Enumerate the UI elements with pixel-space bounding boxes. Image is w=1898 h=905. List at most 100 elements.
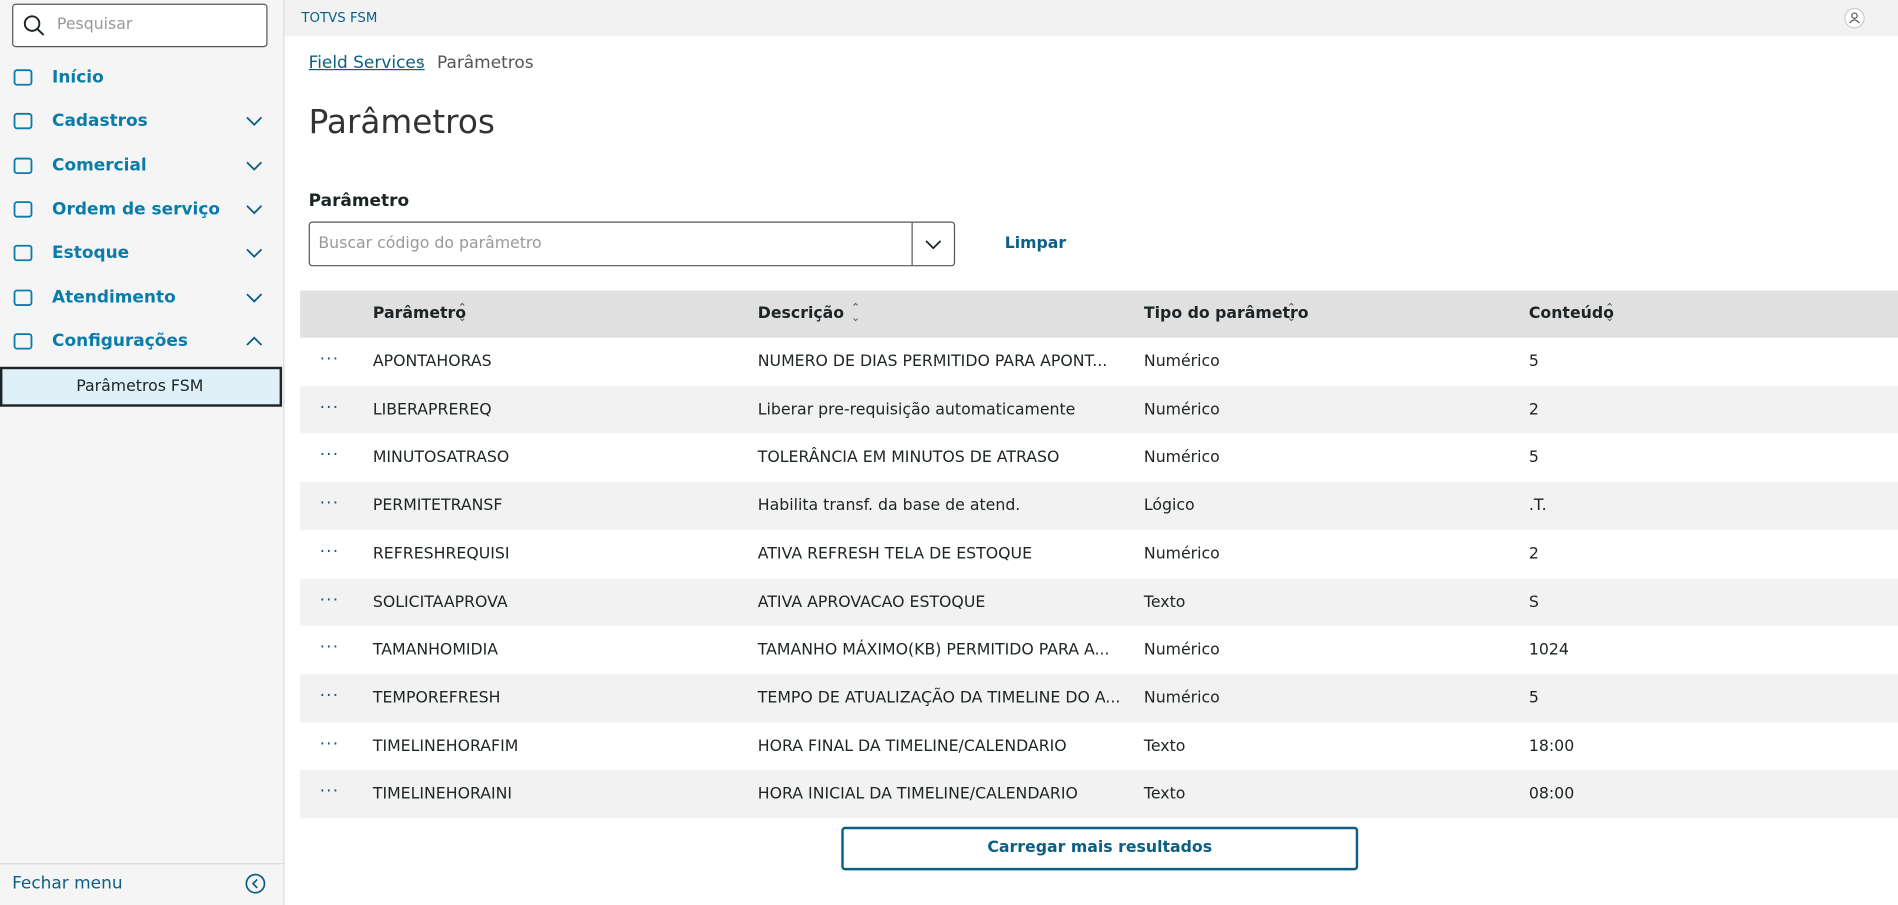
menu-label: Atendimento xyxy=(52,287,176,307)
menu-chevron xyxy=(246,205,263,215)
cell: Texto xyxy=(1143,737,1186,756)
menu-item[interactable]: Atendimento xyxy=(0,278,283,317)
cell: NUMERO DE DIAS PERMITIDO PARA APONT... xyxy=(757,352,1108,372)
cell: ATIVA REFRESH TELA DE ESTOQUE xyxy=(757,545,1033,564)
menu-item[interactable]: Comercial xyxy=(0,146,283,185)
cell: HORA INICIAL DA TIMELINE/CALENDARIO xyxy=(757,785,1078,804)
cell: .T. xyxy=(1528,497,1547,516)
cell: 5 xyxy=(1528,352,1539,372)
cell: Numérico xyxy=(1143,545,1220,564)
menu-chevron xyxy=(246,248,263,259)
sort-icon[interactable]: ⌃ ⌄ xyxy=(1605,302,1615,325)
row-actions[interactable]: ··· xyxy=(319,734,340,754)
cell: 5 xyxy=(1528,448,1539,468)
table-row: ··· TEMPOREFRESH TEMPO DE ATUALIZAÇÃO DA T… xyxy=(300,674,1898,723)
menu-item[interactable]: Estoque xyxy=(0,234,283,273)
row-actions[interactable]: ··· xyxy=(319,590,340,610)
filter-placeholder: Buscar código do parâmetro xyxy=(318,234,542,253)
cell: TOLERÂNCIA EM MINUTOS DE ATRASO xyxy=(757,448,1060,468)
menu-item[interactable]: Cadastros xyxy=(0,102,283,141)
cell: TIMELINEHORAFIM xyxy=(372,737,519,756)
menu-item[interactable]: Ordem de serviço xyxy=(0,190,283,229)
row-actions[interactable]: ··· xyxy=(319,397,340,418)
breadcrumb-current: Parâmetros xyxy=(436,53,534,73)
menu-item[interactable]: Início xyxy=(0,58,283,97)
menu-icon xyxy=(13,332,33,350)
menu-item[interactable]: Configurações xyxy=(0,322,283,361)
close-menu[interactable]: Fechar menu xyxy=(12,873,123,894)
load-more-button[interactable]: Carregar mais resultados xyxy=(841,826,1359,871)
menu-label: Início xyxy=(52,67,104,88)
row-actions[interactable]: ··· xyxy=(319,542,340,562)
filter-input[interactable]: Buscar código do parâmetro xyxy=(308,221,956,267)
menu-label: Ordem de serviço xyxy=(52,199,221,219)
cell: Numérico xyxy=(1143,352,1220,372)
column-header[interactable]: Parâmetro xyxy=(372,304,467,323)
submenu-label: Parâmetros FSM xyxy=(76,377,204,396)
table-row: ··· MINUTOSATRASO TOLERÂNCIA EM MINUTOS DE… xyxy=(300,433,1898,482)
cell: 1024 xyxy=(1528,641,1569,660)
column-header[interactable]: Descrição xyxy=(757,304,845,323)
page-title: Parâmetros xyxy=(308,104,495,142)
cell: PERMITETRANSF xyxy=(372,497,503,516)
menu-label: Configurações xyxy=(52,331,189,351)
table-row: ··· TAMANHOMIDIA TAMANHO MÁXIMO(KB) PERMIT… xyxy=(300,626,1898,675)
row-actions[interactable]: ··· xyxy=(319,638,340,658)
cell: Texto xyxy=(1143,593,1186,612)
table-row: ··· LIBERAPREREQ Liberar pre-requisição au… xyxy=(300,385,1898,434)
row-actions[interactable]: ··· xyxy=(319,445,340,466)
chevron xyxy=(925,240,942,250)
sort-icon[interactable]: ⌃ ⌄ xyxy=(1286,302,1296,325)
cell: REFRESHREQUISI xyxy=(372,545,510,564)
divider xyxy=(0,863,284,865)
table-row: ··· SOLICITAAPROVA ATIVA APROVACAO ESTOQUE… xyxy=(300,578,1898,627)
column-header[interactable]: Conteúdo xyxy=(1528,304,1614,323)
table-row: ··· TIMELINEHORAINI HORA INICIAL DA TIMELI… xyxy=(300,770,1898,819)
cell: Numérico xyxy=(1143,400,1220,420)
menu-chevron xyxy=(246,161,263,171)
cell: Lógico xyxy=(1143,497,1195,516)
row-actions[interactable]: ··· xyxy=(319,686,340,706)
breadcrumb-link[interactable]: Field Services xyxy=(308,53,425,73)
menu-chevron xyxy=(246,117,263,127)
clear-button[interactable]: Limpar xyxy=(1004,234,1067,253)
search-box[interactable]: Pesquisar xyxy=(12,3,268,48)
cell: LIBERAPREREQ xyxy=(372,400,492,420)
row-actions[interactable]: ··· xyxy=(319,349,340,370)
menu-label: Comercial xyxy=(52,155,147,176)
cell: 2 xyxy=(1528,400,1539,420)
cell: Numérico xyxy=(1143,448,1220,468)
close-icon[interactable] xyxy=(245,873,267,895)
menu-chevron xyxy=(246,292,263,303)
search-placeholder: Pesquisar xyxy=(56,15,133,34)
submenu-item[interactable]: Parâmetros FSM xyxy=(0,366,283,407)
cell: TIMELINEHORAINI xyxy=(372,785,513,804)
sort-icon[interactable]: ⌃ ⌄ xyxy=(850,302,861,325)
cell: MINUTOSATRASO xyxy=(372,448,510,468)
menu-icon xyxy=(13,69,33,86)
cell: 5 xyxy=(1528,689,1539,708)
menu-icon xyxy=(13,157,33,174)
breadcrumb-sep: › xyxy=(417,52,425,72)
table-row: ··· REFRESHREQUISI ATIVA REFRESH TELA DE E… xyxy=(300,529,1898,578)
cell: S xyxy=(1528,593,1539,612)
row-actions[interactable]: ··· xyxy=(319,782,340,802)
row-actions[interactable]: ··· xyxy=(319,493,340,514)
cell: 08:00 xyxy=(1528,785,1575,804)
menu-icon xyxy=(13,201,33,218)
brand: TOTVS FSM xyxy=(301,9,378,26)
cell: 2 xyxy=(1528,545,1539,564)
cell: Texto xyxy=(1143,785,1186,804)
user-icon[interactable] xyxy=(1844,7,1866,29)
menu-icon xyxy=(13,245,33,262)
table-row: ··· APONTAHORAS NUMERO DE DIAS PERMITIDO P… xyxy=(300,337,1898,386)
sort-icon[interactable]: ⌃ ⌄ xyxy=(457,302,467,325)
filter-label: Parâmetro xyxy=(308,191,410,211)
table-row: ··· TIMELINEHORAFIM HORA FINAL DA TIMELINE… xyxy=(300,722,1898,771)
cell: ATIVA APROVACAO ESTOQUE xyxy=(757,593,986,612)
cell: TEMPO DE ATUALIZAÇÃO DA TIMELINE DO A... xyxy=(757,689,1121,708)
column-header[interactable]: Tipo do parâmetro xyxy=(1143,304,1309,323)
menu-icon xyxy=(13,113,33,130)
cell: SOLICITAAPROVA xyxy=(372,593,508,612)
